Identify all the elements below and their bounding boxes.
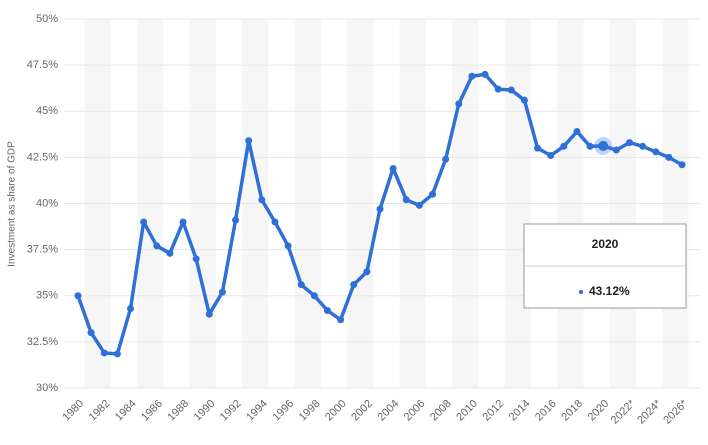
point [560,142,568,150]
x-tick-label: 1992 [218,398,244,424]
point [389,164,397,172]
point [179,218,187,226]
point [258,196,266,204]
x-tick-label: 1996 [270,398,296,424]
point [232,216,240,224]
point [297,281,305,289]
point [350,281,358,289]
point [284,242,292,250]
point [429,190,437,198]
point [494,85,502,93]
point [363,268,371,276]
y-tick-label: 40% [36,197,58,209]
point [468,72,476,80]
point [113,350,121,358]
point [665,153,673,161]
point [639,142,647,150]
point [205,310,213,318]
x-tick-label: 2008 [428,398,454,424]
tooltip-title: 2020 [592,237,619,251]
point [612,146,620,154]
point [402,196,410,204]
series-line [76,72,683,356]
x-tick-label: 2016 [533,398,559,424]
point [481,70,489,78]
x-tick-label: 2026* [661,397,690,426]
x-tick-label: 2002 [349,398,375,424]
x-tick-label: 1988 [165,398,191,424]
point [310,292,318,300]
point [192,255,200,263]
point [100,349,108,357]
x-tick-label: 2014 [507,398,533,424]
point [586,142,594,150]
x-tick-label: 2012 [481,398,507,424]
x-tick-label: 2024* [635,397,664,426]
point [74,292,82,300]
x-tick-label: 1994 [244,398,270,424]
x-tick-label: 2000 [323,398,349,424]
y-tick-label: 50% [36,13,58,25]
point [598,140,609,151]
point [625,139,633,147]
tooltip-value: 43.12% [589,284,630,298]
point [547,152,555,160]
x-tick-label: 1980 [60,398,86,424]
x-tick-label: 1990 [192,398,218,424]
x-tick-label: 2006 [402,398,428,424]
point [271,218,279,226]
x-tick-label: 2018 [559,398,585,424]
point [218,288,226,296]
x-tick-label: 2010 [454,398,480,424]
y-tick-label: 42.5% [27,151,58,163]
x-tick-label: 1982 [87,398,113,424]
point [678,161,686,169]
point [127,305,135,313]
point [455,100,463,108]
x-tick-label: 1998 [297,398,323,424]
x-tick-label: 2020 [586,398,612,424]
x-tick-label: 2022* [609,397,638,426]
y-tick-label: 47.5% [27,59,58,71]
y-tick-label: 37.5% [27,244,58,256]
tooltip: 2020 43.12% [523,223,687,309]
x-tick-label: 2004 [376,398,402,424]
point [520,96,528,104]
point [153,242,161,250]
tooltip-dot [579,290,583,294]
point [507,86,515,94]
point [337,316,345,324]
y-tick-label: 45% [36,105,58,117]
point [652,148,660,156]
point [534,144,542,152]
point [87,329,95,337]
point [573,128,581,136]
x-tick-label: 1984 [113,398,139,424]
y-axis-label: Investment as share of GDP [7,141,18,267]
y-tick-label: 35% [36,290,58,302]
point [245,137,253,145]
point [166,249,174,257]
point [140,218,148,226]
point [415,201,423,209]
point [376,205,384,213]
y-tick-label: 30% [36,382,58,394]
x-tick-label: 1986 [139,398,165,424]
y-tick-label: 32.5% [27,336,58,348]
point [442,155,450,163]
point [323,307,331,315]
